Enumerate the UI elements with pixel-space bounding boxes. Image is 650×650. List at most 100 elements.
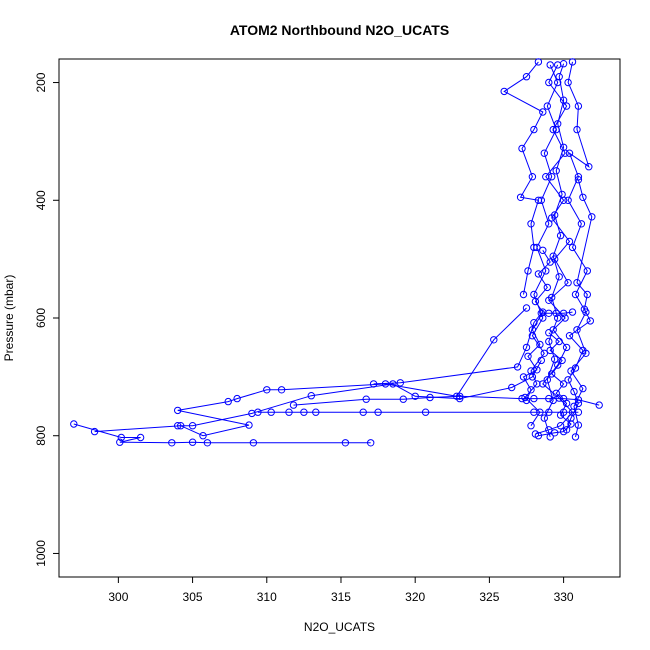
data-point <box>548 173 556 181</box>
data-point <box>341 439 350 447</box>
data-point <box>546 61 554 69</box>
data-point <box>555 337 563 346</box>
series-line <box>524 64 559 426</box>
x-tick-label: 330 <box>554 590 574 604</box>
data-point <box>530 243 538 252</box>
data-point <box>277 386 286 394</box>
data-point <box>552 389 560 397</box>
series-line <box>94 307 527 437</box>
data-point <box>527 220 535 228</box>
series-2 <box>90 304 531 440</box>
series-14 <box>534 329 575 440</box>
data-point <box>263 386 271 394</box>
data-point <box>530 125 538 134</box>
data-point <box>203 439 212 447</box>
data-point <box>70 420 78 428</box>
data-point <box>564 78 572 87</box>
data-point <box>543 102 551 110</box>
data-point <box>579 193 587 202</box>
data-point <box>585 163 593 171</box>
y-axis: 200 400 600 800 1000 <box>34 72 60 567</box>
data-point <box>399 395 407 403</box>
data-point <box>136 433 145 442</box>
data-point <box>554 120 562 128</box>
y-tick-label: 800 <box>34 425 48 445</box>
data-point <box>522 304 531 312</box>
data-point <box>516 193 525 202</box>
data-point <box>543 376 551 384</box>
series-11 <box>500 58 547 299</box>
series-line <box>177 360 542 427</box>
data-point <box>545 78 553 87</box>
data-point <box>552 167 560 175</box>
data-point <box>267 408 275 416</box>
data-point <box>426 393 434 402</box>
data-point <box>555 273 563 281</box>
x-tick-label: 315 <box>331 590 351 604</box>
data-point <box>549 396 557 405</box>
series-line <box>566 179 593 430</box>
data-point <box>534 196 543 205</box>
data-point <box>531 297 540 306</box>
data-point <box>285 408 293 416</box>
data-point <box>545 220 553 228</box>
series-line <box>522 250 551 401</box>
data-point <box>568 58 577 66</box>
x-tick-label: 320 <box>405 590 425 604</box>
data-point <box>551 355 559 363</box>
data-point <box>574 102 583 110</box>
data-point <box>289 401 298 409</box>
series-line <box>73 423 371 444</box>
data-point <box>233 394 241 403</box>
data-point <box>362 395 370 403</box>
data-point <box>374 408 382 416</box>
data-point <box>312 408 320 416</box>
data-point <box>540 414 548 422</box>
data-point <box>548 370 556 378</box>
data-point <box>565 237 574 246</box>
series-9 <box>564 58 593 441</box>
data-point <box>564 376 572 384</box>
data-point <box>359 408 367 416</box>
data-point <box>533 366 541 374</box>
data-point <box>546 346 554 355</box>
data-point <box>536 408 544 416</box>
data-point <box>513 363 522 371</box>
data-point <box>524 267 532 275</box>
data-point <box>562 343 571 352</box>
data-point <box>552 309 560 317</box>
data-point <box>571 433 580 441</box>
data-point <box>300 408 308 416</box>
data-point <box>574 399 583 408</box>
data-point <box>421 408 430 416</box>
data-point <box>188 438 197 446</box>
data-point <box>456 392 464 400</box>
plot-area <box>70 58 603 447</box>
series-12 <box>562 176 596 434</box>
y-tick-label: 600 <box>34 308 48 328</box>
data-point <box>559 143 568 152</box>
x-axis: 300 305 310 315 320 325 330 <box>108 576 574 604</box>
data-point <box>562 399 571 408</box>
data-point <box>540 349 548 357</box>
data-point <box>500 87 508 96</box>
data-point <box>579 346 587 355</box>
data-point <box>174 406 182 415</box>
data-point <box>527 422 535 430</box>
data-point <box>543 283 551 292</box>
series-line <box>373 311 573 385</box>
data-point <box>545 329 553 337</box>
data-point <box>564 279 572 287</box>
x-tick-label: 305 <box>183 590 203 604</box>
data-point <box>508 383 516 392</box>
data-point <box>577 220 586 228</box>
data-point <box>224 397 232 406</box>
y-tick-label: 1000 <box>34 540 48 567</box>
data-point <box>586 317 594 325</box>
data-point <box>519 373 528 381</box>
data-point <box>559 427 568 436</box>
data-point <box>539 108 547 116</box>
data-point <box>539 308 547 316</box>
data-point <box>565 332 574 340</box>
